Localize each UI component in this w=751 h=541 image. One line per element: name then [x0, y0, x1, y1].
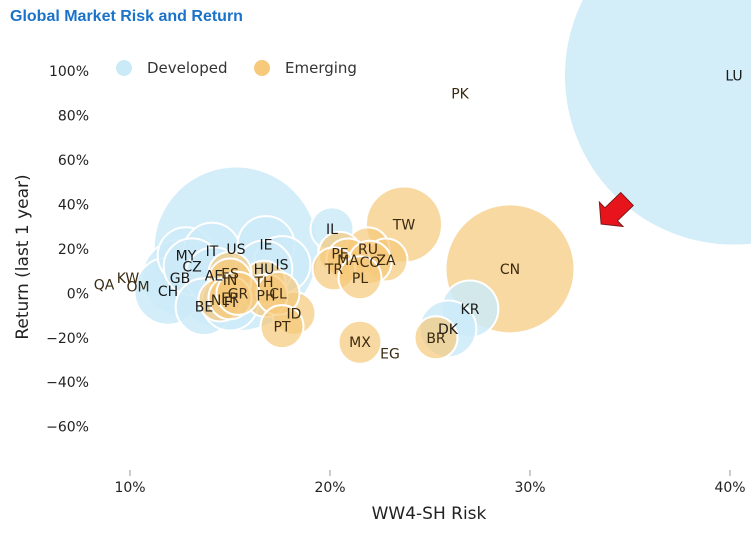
- point-label-pl: PL: [352, 271, 368, 287]
- point-label-nl: NL: [211, 293, 229, 309]
- point-label-in: IN: [223, 273, 238, 289]
- point-label-cl: CL: [269, 286, 287, 302]
- x-axis-title: WW4-SH Risk: [372, 504, 487, 524]
- chart-legend: Developed Emerging: [116, 59, 357, 77]
- point-label-kr: KR: [461, 302, 480, 318]
- bubble-gr[interactable]: [215, 270, 261, 316]
- x-tick-label: 30%: [514, 480, 545, 496]
- y-tick-label: −20%: [46, 331, 89, 347]
- point-label-kw: KW: [117, 271, 140, 287]
- point-label-pe: PE: [331, 246, 348, 262]
- bubble-layer: [133, 0, 751, 365]
- bubble-pl[interactable]: [337, 255, 383, 301]
- point-label-om: OM: [126, 280, 149, 296]
- x-tick-label: 40%: [714, 480, 745, 496]
- point-label-eg: EG: [380, 346, 400, 362]
- point-label-il: IL: [326, 222, 338, 238]
- y-axis-ticks: 100% 80% 60% 40% 20% 0% −20% −40% −60%: [46, 64, 89, 436]
- y-tick-label: 100%: [49, 64, 89, 80]
- x-tick-label: 10%: [114, 480, 145, 496]
- point-label-br: BR: [426, 331, 446, 347]
- point-label-us: US: [226, 242, 245, 258]
- point-label-fi: FI: [224, 295, 236, 311]
- red-arrow-icon: [598, 191, 634, 228]
- y-tick-label: 80%: [58, 109, 89, 125]
- y-tick-label: 0%: [67, 286, 89, 302]
- point-label-cn: CN: [500, 262, 520, 278]
- point-label-fr: FR: [221, 291, 239, 307]
- y-tick-label: 40%: [58, 197, 89, 213]
- y-axis-title: Return (last 1 year): [13, 174, 33, 339]
- y-tick-label: 20%: [58, 242, 89, 258]
- point-label-it: IT: [206, 244, 219, 260]
- chart-title: Global Market Risk and Return: [10, 8, 243, 25]
- point-label-hu: HU: [254, 262, 275, 278]
- point-label-dk: DK: [438, 322, 459, 338]
- point-label-mx: MX: [349, 335, 371, 351]
- point-label-cz: CZ: [182, 260, 201, 276]
- point-label-za: ZA: [376, 253, 396, 269]
- point-label-lu: LU: [725, 69, 742, 85]
- point-label-qa: QA: [94, 277, 115, 293]
- point-label-ae: AE: [205, 269, 223, 285]
- point-label-pt: PT: [274, 320, 291, 336]
- legend-swatch-developed: [116, 60, 132, 76]
- point-label-ru: RU: [358, 242, 378, 258]
- point-label-be: BE: [195, 300, 213, 316]
- bubble-lu[interactable]: [563, 0, 751, 247]
- point-label-es: ES: [221, 266, 239, 282]
- point-label-my: MY: [176, 249, 197, 265]
- y-tick-label: 60%: [58, 153, 89, 169]
- x-axis-ticks: 10% 20% 30% 40%: [114, 470, 746, 496]
- bubble-br[interactable]: [413, 315, 459, 361]
- point-label-ie: IE: [260, 237, 273, 253]
- point-label-ch: CH: [158, 284, 178, 300]
- bubble-pt[interactable]: [259, 304, 305, 350]
- point-label-ph: PH: [257, 289, 276, 305]
- point-label-tw: TW: [392, 217, 416, 233]
- point-label-tr: TR: [324, 262, 344, 278]
- y-tick-label: −40%: [46, 375, 89, 391]
- point-label-gr: GR: [228, 286, 249, 302]
- point-label-ma: MA: [337, 253, 359, 269]
- legend-label-developed: Developed: [147, 59, 228, 77]
- legend-swatch-emerging: [254, 60, 270, 76]
- legend-label-emerging: Emerging: [285, 59, 357, 77]
- bubble-mx[interactable]: [337, 319, 383, 365]
- y-tick-label: −60%: [46, 420, 89, 436]
- point-label-th: TH: [253, 275, 273, 291]
- x-tick-label: 20%: [314, 480, 345, 496]
- point-label-is: IS: [275, 257, 288, 273]
- point-label-id: ID: [287, 306, 302, 322]
- point-label-pk: PK: [451, 86, 469, 102]
- annotation-arrow: [598, 191, 634, 228]
- point-label-gb: GB: [170, 271, 190, 287]
- point-label-co: CO: [360, 255, 381, 271]
